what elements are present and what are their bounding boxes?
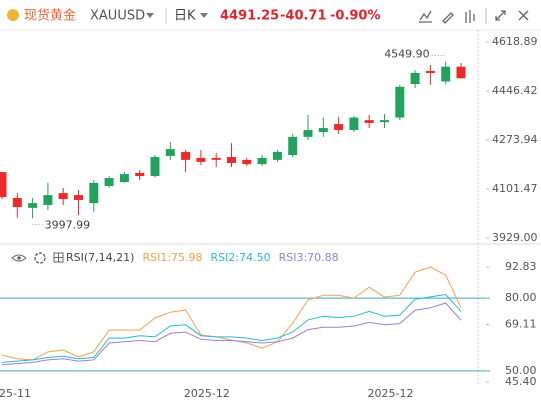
draw-button[interactable] — [442, 12, 454, 24]
candle-body — [119, 174, 129, 183]
candle-body — [12, 197, 22, 208]
legend-entry: RSI1:75.98 — [142, 251, 202, 264]
y-tick-label: 4273.94 — [492, 133, 538, 146]
candle-body — [165, 149, 175, 156]
candle-body — [288, 136, 298, 156]
candle-body — [257, 157, 267, 165]
dropdown-caret[interactable] — [146, 13, 154, 18]
candle-body — [227, 157, 236, 163]
candle-body — [395, 86, 405, 118]
eye-icon[interactable] — [11, 254, 27, 262]
y-tick-label: 50.00 — [505, 364, 537, 377]
candle-body — [242, 159, 252, 165]
rsi-line — [1, 293, 462, 363]
candle-body — [181, 151, 191, 160]
candle-body — [28, 203, 38, 208]
candle-body — [272, 151, 282, 160]
period[interactable]: 日K — [174, 9, 196, 24]
y-tick-label: 4446.42 — [492, 84, 538, 97]
settings-icon[interactable] — [34, 252, 46, 264]
x-tick-label: 2025-12 — [368, 387, 414, 400]
candle-body — [318, 128, 328, 133]
change-percent: -0.90% — [330, 9, 381, 24]
candle-body — [0, 172, 7, 198]
candle-body — [211, 157, 221, 160]
y-tick-label: 4618.89 — [492, 35, 538, 48]
low-label: 3997.99 — [45, 218, 91, 231]
indicator-button[interactable] — [419, 10, 432, 23]
high-label: 4549.90 — [384, 48, 430, 61]
candle-body — [135, 172, 145, 177]
rsi-line — [1, 302, 462, 366]
fullscreen-button[interactable] — [495, 10, 506, 21]
y-tick-label: 92.83 — [505, 260, 537, 273]
candle-body — [349, 117, 359, 131]
candle-body — [89, 182, 99, 204]
candle-body — [74, 195, 83, 200]
instrument-name[interactable]: 现货黄金 — [24, 8, 76, 24]
candle-body — [410, 72, 420, 85]
candle-body — [303, 130, 313, 137]
close-button[interactable] — [518, 10, 529, 21]
candle-body — [334, 124, 344, 131]
toolbar — [419, 8, 529, 24]
candle-body — [43, 195, 53, 206]
y-tick-label: 4101.47 — [492, 182, 538, 195]
candle-body — [58, 193, 68, 200]
price: 4491.25 — [220, 9, 279, 24]
indicator-icon-grid — [54, 253, 63, 262]
candle-body — [380, 120, 389, 123]
y-tick-label: 80.00 — [505, 291, 537, 304]
change: -40.71 — [280, 9, 327, 24]
y-tick-label: 3929.00 — [492, 231, 538, 244]
legend-entry: RSI3:70.88 — [279, 251, 339, 264]
candle-body — [441, 66, 451, 82]
candle-body — [425, 70, 435, 73]
legend-entry: RSI2:74.50 — [211, 251, 271, 264]
dropdown-caret[interactable] — [200, 13, 208, 18]
indicator-title: RSI(7,14,21) — [66, 251, 134, 264]
candle-body — [364, 120, 374, 123]
candle-body — [104, 178, 114, 187]
candle-body — [150, 157, 160, 177]
candle-body — [196, 157, 206, 162]
gold-icon — [7, 9, 19, 21]
eye-pupil — [17, 256, 21, 260]
x-tick-label: 2025-11 — [0, 387, 31, 400]
candle-button[interactable] — [465, 10, 475, 23]
x-tick-label: 2025-12 — [184, 387, 230, 400]
instrument-symbol[interactable]: XAUUSD — [90, 9, 145, 24]
y-tick-label: 45.40 — [505, 375, 537, 388]
candle-body — [456, 66, 466, 79]
y-tick-label: 69.11 — [505, 318, 537, 331]
